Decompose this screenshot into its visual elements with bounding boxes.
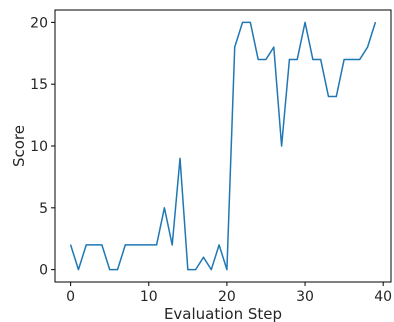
data-point: [234, 46, 236, 48]
data-point: [132, 244, 134, 246]
tick-layer: 0 10 20 30 40 0 5 10 15 20: [30, 15, 392, 305]
data-point: [70, 244, 72, 246]
data-point: [109, 269, 111, 271]
data-point: [171, 244, 173, 246]
x-tick-label: 20: [218, 289, 236, 305]
y-axis-label: Score: [10, 125, 28, 167]
data-point: [93, 244, 95, 246]
x-tick-label: 0: [66, 289, 75, 305]
data-point: [226, 269, 228, 271]
data-point: [148, 244, 150, 246]
data-point: [320, 58, 322, 60]
data-point: [273, 46, 275, 48]
data-point: [351, 58, 353, 60]
data-point: [77, 269, 79, 271]
data-point: [374, 21, 376, 23]
data-point: [202, 256, 204, 258]
y-tick-label: 15: [30, 77, 48, 93]
data-point: [101, 244, 103, 246]
data-point: [265, 58, 267, 60]
data-point: [312, 58, 314, 60]
data-point: [249, 21, 251, 23]
data-point: [335, 96, 337, 98]
data-point: [218, 244, 220, 246]
data-point: [367, 46, 369, 48]
x-tick-label: 10: [140, 289, 158, 305]
data-point: [179, 157, 181, 159]
data-point: [281, 145, 283, 147]
data-point: [296, 58, 298, 60]
axes-frame: [54, 9, 392, 283]
x-tick-label: 30: [296, 289, 314, 305]
y-tick-label: 10: [30, 139, 48, 155]
y-tick-label: 20: [30, 15, 48, 31]
data-point: [343, 58, 345, 60]
data-point: [257, 58, 259, 60]
x-axis-label: Evaluation Step: [164, 305, 282, 322]
data-point: [210, 269, 212, 271]
data-point: [187, 269, 189, 271]
y-tick-label: 0: [39, 263, 48, 279]
data-point: [85, 244, 87, 246]
data-point: [140, 244, 142, 246]
data-point: [124, 244, 126, 246]
data-point: [288, 58, 290, 60]
data-point: [163, 207, 165, 209]
data-point: [195, 269, 197, 271]
series-line: [69, 21, 377, 271]
data-point: [242, 21, 244, 23]
y-tick-label: 5: [39, 201, 48, 217]
data-point: [327, 96, 329, 98]
series-layer: [69, 21, 377, 271]
data-point: [359, 58, 361, 60]
data-point: [304, 21, 306, 23]
data-point: [156, 244, 158, 246]
plot-area: [55, 10, 391, 282]
x-tick-label: 40: [374, 289, 392, 305]
data-point: [117, 269, 119, 271]
